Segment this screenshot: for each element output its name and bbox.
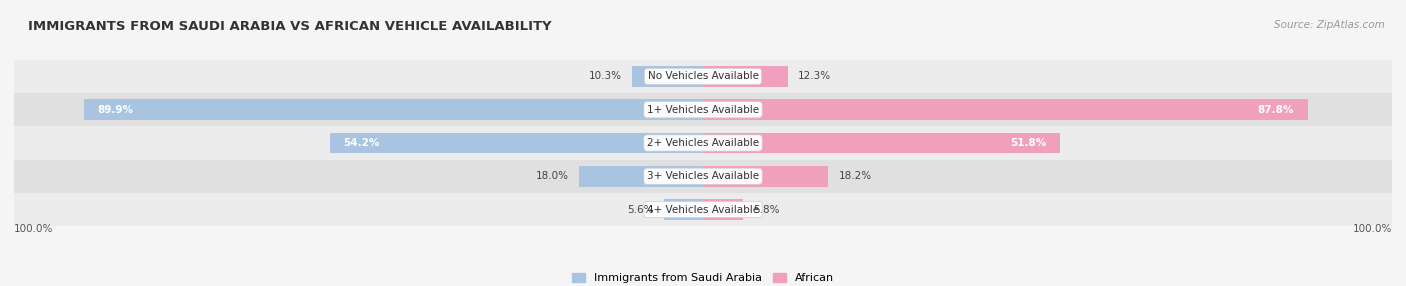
Bar (329, 133, 703, 153)
Text: 5.8%: 5.8% (754, 204, 780, 214)
Text: 12.3%: 12.3% (799, 72, 831, 82)
Text: 100.0%: 100.0% (1353, 224, 1392, 234)
Text: 2+ Vehicles Available: 2+ Vehicles Available (647, 138, 759, 148)
Bar (579, 166, 703, 186)
Text: 51.8%: 51.8% (1010, 138, 1046, 148)
Text: Source: ZipAtlas.com: Source: ZipAtlas.com (1274, 20, 1385, 30)
Text: 54.2%: 54.2% (343, 138, 380, 148)
Text: 18.0%: 18.0% (536, 171, 568, 181)
Bar (703, 166, 828, 186)
Bar (703, 100, 1308, 120)
Text: 89.9%: 89.9% (97, 105, 134, 115)
Text: 1+ Vehicles Available: 1+ Vehicles Available (647, 105, 759, 115)
Text: 10.3%: 10.3% (589, 72, 621, 82)
Bar (633, 66, 703, 87)
Bar (14, 126, 1392, 160)
Text: 18.2%: 18.2% (839, 171, 872, 181)
Text: IMMIGRANTS FROM SAUDI ARABIA VS AFRICAN VEHICLE AVAILABILITY: IMMIGRANTS FROM SAUDI ARABIA VS AFRICAN … (28, 20, 551, 33)
Bar (665, 199, 703, 220)
Text: 100.0%: 100.0% (14, 224, 53, 234)
Text: 5.6%: 5.6% (627, 204, 654, 214)
Text: 87.8%: 87.8% (1258, 105, 1294, 115)
Bar (703, 133, 1060, 153)
Bar (703, 66, 787, 87)
Text: No Vehicles Available: No Vehicles Available (648, 72, 758, 82)
Text: 4+ Vehicles Available: 4+ Vehicles Available (647, 204, 759, 214)
Bar (83, 100, 703, 120)
Bar (703, 199, 742, 220)
Bar (14, 93, 1392, 126)
Bar (14, 160, 1392, 193)
Bar (14, 193, 1392, 226)
Legend: Immigrants from Saudi Arabia, African: Immigrants from Saudi Arabia, African (567, 268, 839, 286)
Text: 3+ Vehicles Available: 3+ Vehicles Available (647, 171, 759, 181)
Bar (14, 60, 1392, 93)
